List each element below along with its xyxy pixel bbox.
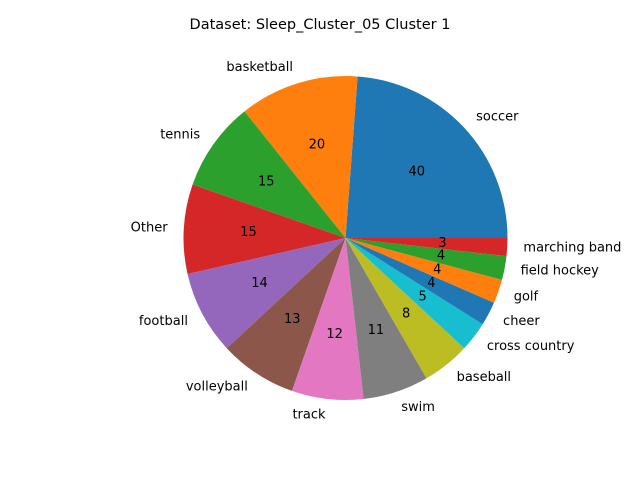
pie-slices (183, 76, 508, 400)
category-label-football: football (139, 314, 188, 329)
category-label-cross-country: cross country (487, 339, 575, 354)
value-label-cross-country: 5 (418, 290, 426, 305)
pie-slice-track (291, 238, 364, 400)
value-label-volleyball: 13 (284, 312, 301, 327)
value-label-tennis: 15 (258, 174, 275, 189)
category-label-marching-band: marching band (523, 240, 621, 255)
pie-slice-volleyball (226, 238, 346, 391)
value-label-other: 15 (240, 225, 257, 240)
value-label-cheer: 4 (427, 276, 435, 291)
pie-slice-cross-country (345, 238, 483, 349)
value-label-golf: 4 (433, 263, 441, 278)
category-label-track: track (292, 408, 326, 423)
pie-slice-cheer (345, 238, 494, 325)
category-labels: soccer basketball tennis Other football volle… (131, 60, 622, 422)
value-label-field-hockey: 4 (437, 249, 445, 264)
chart-title: Dataset: Sleep_Cluster_05 Cluster 1 (190, 17, 451, 33)
category-label-tennis: tennis (160, 127, 200, 142)
value-label-swim: 11 (368, 323, 385, 338)
value-label-track: 12 (326, 327, 343, 342)
pie-slice-football (187, 238, 346, 349)
value-label-football: 14 (251, 276, 268, 291)
category-label-soccer: soccer (476, 109, 519, 124)
value-label-soccer: 40 (408, 164, 425, 179)
value-label-marching-band: 3 (438, 236, 446, 251)
value-label-baseball: 8 (402, 306, 410, 321)
category-label-volleyball: volleyball (186, 380, 248, 395)
pie-slice-soccer (345, 76, 508, 238)
category-label-baseball: baseball (457, 370, 511, 385)
value-label-basketball: 20 (309, 138, 326, 153)
pie-slice-marching-band (345, 238, 508, 257)
pie-slice-field-hockey (345, 238, 507, 280)
category-label-swim: swim (401, 400, 435, 415)
category-label-other: Other (131, 221, 169, 236)
pie-slice-baseball (345, 238, 465, 379)
pie-slice-basketball (244, 76, 358, 238)
pie-slice-tennis (192, 111, 346, 238)
category-label-golf: golf (514, 289, 539, 304)
category-label-field-hockey: field hockey (521, 264, 600, 279)
category-label-cheer: cheer (503, 314, 540, 329)
pie-slice-swim (345, 238, 427, 399)
pie-slice-other (183, 184, 346, 275)
category-label-basketball: basketball (226, 60, 293, 75)
pie-slice-golf (345, 238, 502, 303)
